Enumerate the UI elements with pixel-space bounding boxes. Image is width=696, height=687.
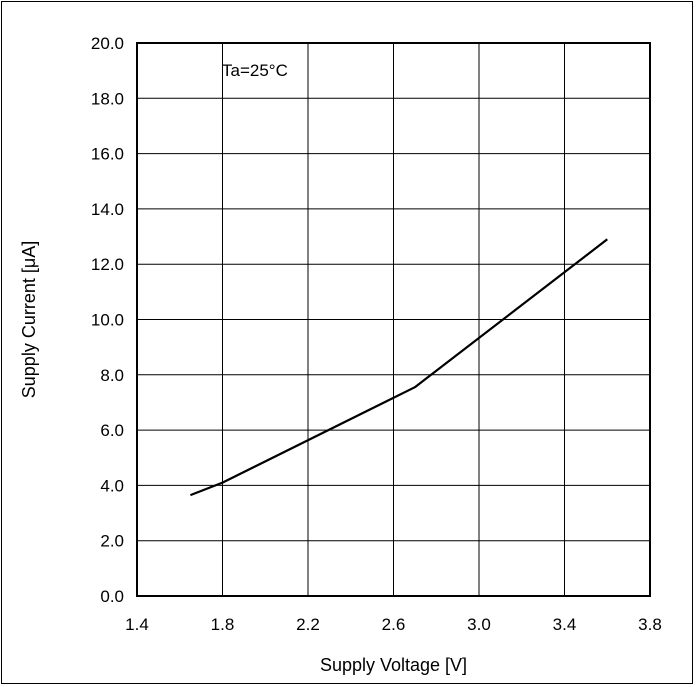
x-tick-label: 3.8 xyxy=(638,615,662,634)
y-tick-label: 10.0 xyxy=(91,311,124,330)
x-tick-label: 1.4 xyxy=(125,615,149,634)
series-line xyxy=(190,238,608,497)
y-tick-label: 20.0 xyxy=(91,34,124,53)
x-axis-title: Supply Voltage [V] xyxy=(320,655,467,675)
x-tick-labels: 1.4 1.8 2.2 2.6 3.0 3.4 3.8 xyxy=(125,615,662,634)
y-tick-label: 18.0 xyxy=(91,89,124,108)
x-tick-label: 2.2 xyxy=(296,615,320,634)
temperature-annotation: Ta=25°C xyxy=(222,61,288,80)
x-tick-label: 3.0 xyxy=(467,615,491,634)
x-tick-label: 2.6 xyxy=(382,615,406,634)
grid xyxy=(136,42,651,597)
plot-area-border xyxy=(136,42,651,597)
x-tick-label: 1.8 xyxy=(211,615,235,634)
y-axis-title: Supply Current [μA] xyxy=(19,241,39,398)
y-tick-label: 8.0 xyxy=(100,366,124,385)
x-tick-label: 3.4 xyxy=(553,615,577,634)
series-layer xyxy=(190,238,608,497)
y-tick-label: 6.0 xyxy=(100,421,124,440)
y-tick-label: 4.0 xyxy=(100,476,124,495)
y-tick-labels: 0.0 2.0 4.0 6.0 8.0 10.0 12.0 14.0 16.0 18.0 20.0 xyxy=(91,34,124,606)
y-tick-label: 12.0 xyxy=(91,255,124,274)
y-tick-label: 14.0 xyxy=(91,200,124,219)
y-tick-label: 2.0 xyxy=(100,532,124,551)
y-tick-label: 16.0 xyxy=(91,145,124,164)
y-tick-label: 0.0 xyxy=(100,587,124,606)
